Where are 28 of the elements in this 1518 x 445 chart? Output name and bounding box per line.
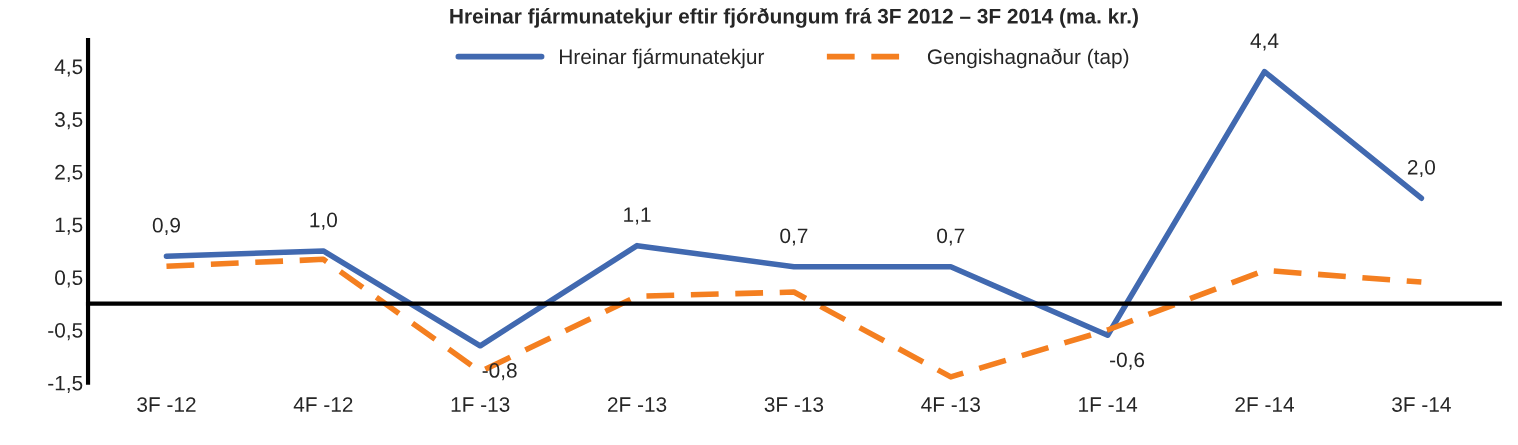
x-tick-label: 1F -14	[1079, 397, 1138, 412]
y-tick-label: 1,5	[55, 217, 83, 235]
y-tick-label: -0,5	[48, 322, 83, 341]
data-label: 0,9	[152, 217, 180, 236]
data-label: -0,6	[1110, 352, 1145, 370]
y-tick-label: 0,5	[55, 270, 83, 288]
data-label: 1,1	[624, 207, 651, 225]
y-tick-label: -1,5	[48, 375, 83, 393]
x-tick-label: 3F -13	[764, 397, 824, 412]
x-tick-label: 2F -13	[608, 397, 667, 412]
legend-label: Gengishagnaður (tap)	[927, 48, 1129, 69]
data-label: 0,7	[780, 228, 808, 246]
data-label: 1,0	[310, 212, 337, 230]
x-tick-label: 3F -14	[1392, 397, 1451, 412]
x-tick-label: 4F -13	[921, 397, 980, 412]
x-tick-label: 2F -14	[1235, 397, 1294, 412]
y-tick-label: 2,5	[55, 164, 83, 183]
data-label: 4,4	[1250, 33, 1279, 51]
x-tick-label: 4F -12	[293, 397, 353, 412]
data-label: 0,7	[937, 228, 965, 246]
y-tick-label: 3,5	[55, 112, 83, 130]
legend-label: Hreinar fjármunatekjur	[560, 48, 765, 69]
data-label: -0,8	[482, 363, 517, 381]
x-tick-label: 3F -12	[137, 397, 196, 412]
chart-title: Hreinar fjármunatekjur eftir fjórðungum frá 3F 2012 – 3F 2014 (ma. kr.)	[450, 8, 1138, 28]
y-tick-label: 4,5	[54, 59, 83, 77]
x-tick-label: 1F -13	[451, 397, 510, 412]
data-label: 2,0	[1407, 159, 1436, 178]
